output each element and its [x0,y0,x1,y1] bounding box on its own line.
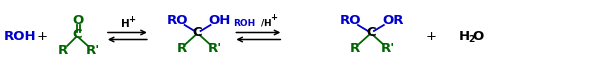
Text: C: C [193,26,202,40]
Text: R': R' [86,44,100,58]
Text: +: + [128,14,135,23]
Text: OR: OR [382,14,404,28]
Text: +: + [270,14,277,22]
Text: 2: 2 [469,35,475,44]
Text: R: R [58,43,68,57]
Text: O: O [473,30,484,42]
Text: C: C [366,26,376,40]
Text: H: H [263,19,271,28]
Text: H: H [459,30,470,42]
Text: R': R' [381,42,395,56]
Text: RO: RO [167,14,188,28]
Text: /: / [261,19,264,28]
Text: +: + [425,30,436,42]
Text: ROH: ROH [233,19,256,28]
Text: C: C [72,29,82,41]
Text: OH: OH [208,14,230,28]
Text: R: R [350,42,360,56]
Text: H: H [121,19,130,29]
Text: +: + [37,30,48,42]
Text: R': R' [208,42,221,56]
Text: ROH: ROH [4,30,37,42]
Text: O: O [73,14,83,28]
Text: R: R [176,42,187,56]
Text: RO: RO [340,14,362,28]
